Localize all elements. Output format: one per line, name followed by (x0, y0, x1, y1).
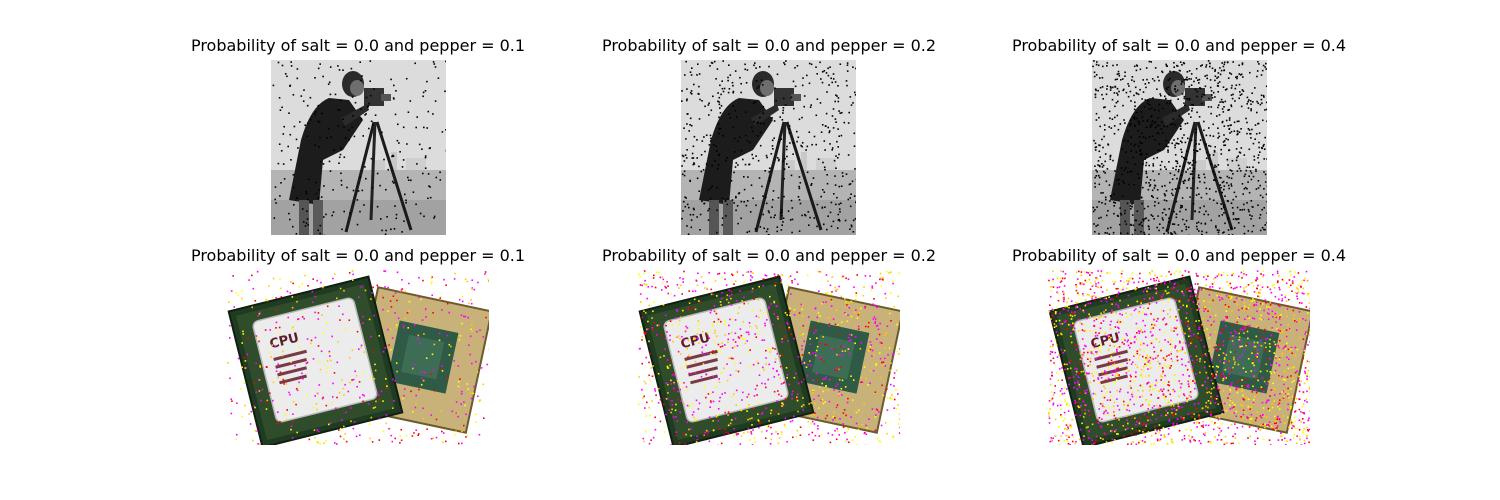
panel-title-6: Probability of salt = 0.0 and pepper = 0… (1011, 246, 1347, 265)
cameraman-image-2 (681, 60, 856, 235)
cameraman-image-3 (1092, 60, 1267, 235)
svg-text:CPU: CPU (679, 330, 711, 352)
cpu-image-2: CPU (638, 270, 900, 445)
panel-title-3: Probability of salt = 0.0 and pepper = 0… (1011, 36, 1347, 55)
panel-title-5: Probability of salt = 0.0 and pepper = 0… (601, 246, 937, 265)
panel-title-1: Probability of salt = 0.0 and pepper = 0… (190, 36, 526, 55)
svg-text:CPU: CPU (268, 330, 300, 352)
panel-title-4: Probability of salt = 0.0 and pepper = 0… (190, 246, 526, 265)
panel-title-2: Probability of salt = 0.0 and pepper = 0… (601, 36, 937, 55)
cameraman-image-1 (271, 60, 446, 235)
cpu-image-3: CPU (1048, 270, 1310, 445)
cpu-image-1: CPU (227, 270, 489, 445)
